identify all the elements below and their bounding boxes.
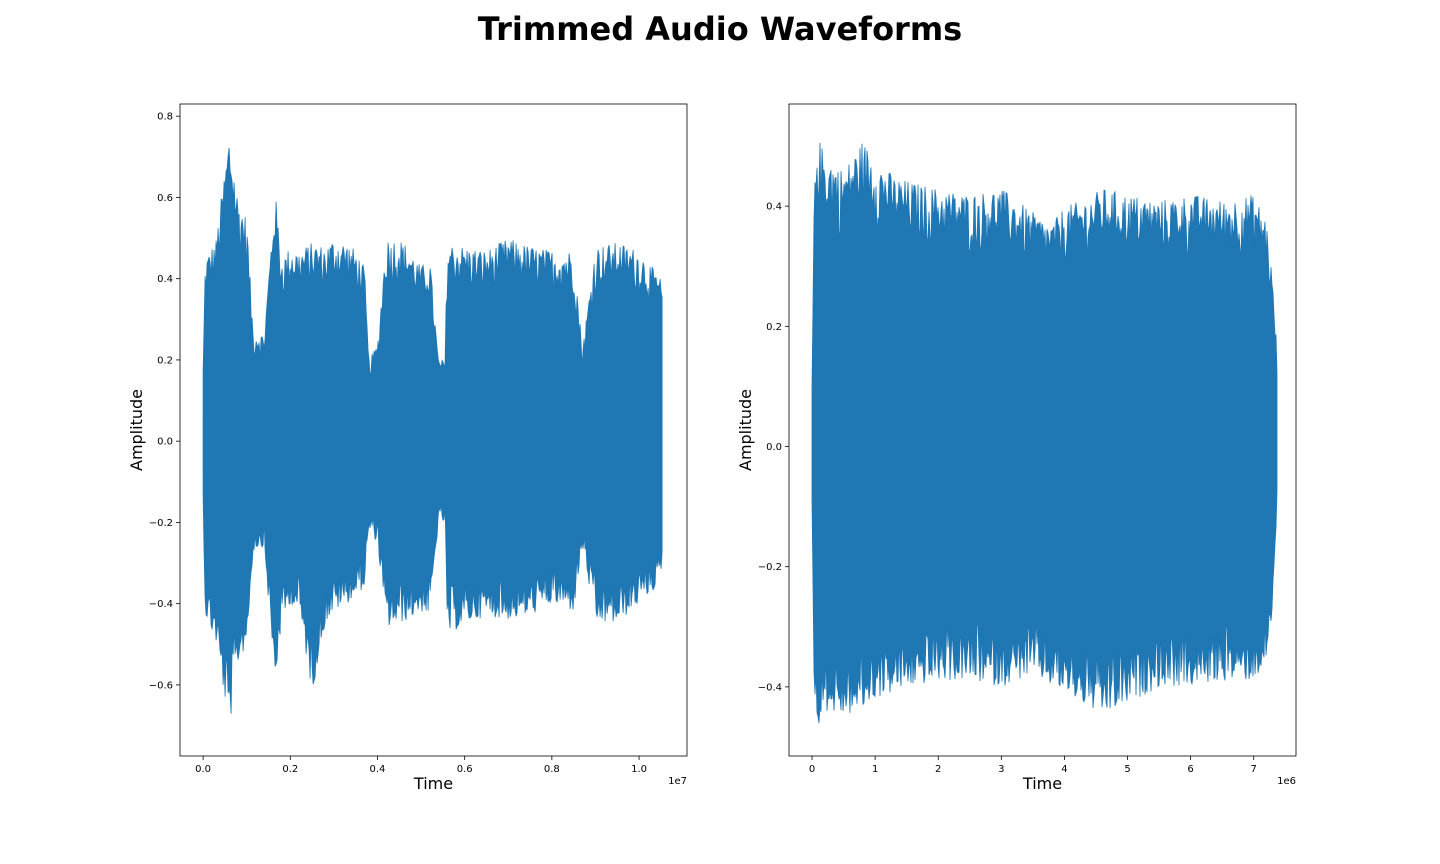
y-tick-label: 0.0 — [766, 442, 782, 453]
y-tick-label: 0.4 — [157, 274, 173, 285]
x-tick-label: 0.0 — [195, 764, 211, 775]
y-tick-label: 0.0 — [157, 437, 173, 448]
x-tick-label: 0 — [809, 764, 815, 775]
x-tick-label: 0.2 — [282, 764, 298, 775]
x-tick-label: 0.6 — [457, 764, 473, 775]
x-tick-label: 0.4 — [370, 764, 386, 775]
y-tick-label: −0.2 — [758, 562, 782, 573]
x-tick-label: 0.8 — [544, 764, 560, 775]
x-axis-label: Time — [1022, 774, 1062, 793]
axes-frame — [788, 103, 1297, 757]
y-tick-label: 0.6 — [157, 193, 173, 204]
x-tick-label: 2 — [935, 764, 941, 775]
y-tick-label: −0.4 — [149, 599, 173, 610]
right-waveform-panel: 0 1 2 3 4 5 6 7 −0.4 −0.2 0.0 0.2 0.4 Time Amplitude 1e… — [736, 103, 1297, 793]
y-tick-label: −0.4 — [758, 682, 782, 693]
y-axis-label: Amplitude — [736, 389, 755, 471]
x-tick-label: 5 — [1124, 764, 1130, 775]
y-tick-label: 0.2 — [766, 322, 782, 333]
x-tick-label: 1.0 — [631, 764, 647, 775]
waveform-series-0 — [202, 147, 663, 714]
left-waveform-panel: 0.0 0.2 0.4 0.6 0.8 1.0 −0.6 −0.4 −0.2 0.0 0.2 0.4 0… — [127, 103, 688, 793]
y-tick-label: 0.4 — [766, 202, 782, 213]
y-tick-label: 0.8 — [157, 112, 173, 123]
y-tick-label: −0.6 — [149, 680, 173, 691]
x-tick-label: 7 — [1251, 764, 1257, 775]
x-offset-label: 1e6 — [1277, 776, 1296, 787]
x-tick-label: 4 — [1061, 764, 1067, 775]
waveform-series-0 — [811, 142, 1278, 724]
x-offset-label: 1e7 — [668, 776, 687, 787]
y-axis-label: Amplitude — [127, 389, 146, 471]
figure-title: Trimmed Audio Waveforms — [477, 10, 963, 48]
x-tick-label: 6 — [1187, 764, 1193, 775]
axes-frame — [179, 103, 688, 757]
x-tick-label: 3 — [998, 764, 1004, 775]
x-tick-label: 1 — [872, 764, 878, 775]
y-tick-label: −0.2 — [149, 518, 173, 529]
y-tick-label: 0.2 — [157, 355, 173, 366]
x-axis-label: Time — [413, 774, 453, 793]
